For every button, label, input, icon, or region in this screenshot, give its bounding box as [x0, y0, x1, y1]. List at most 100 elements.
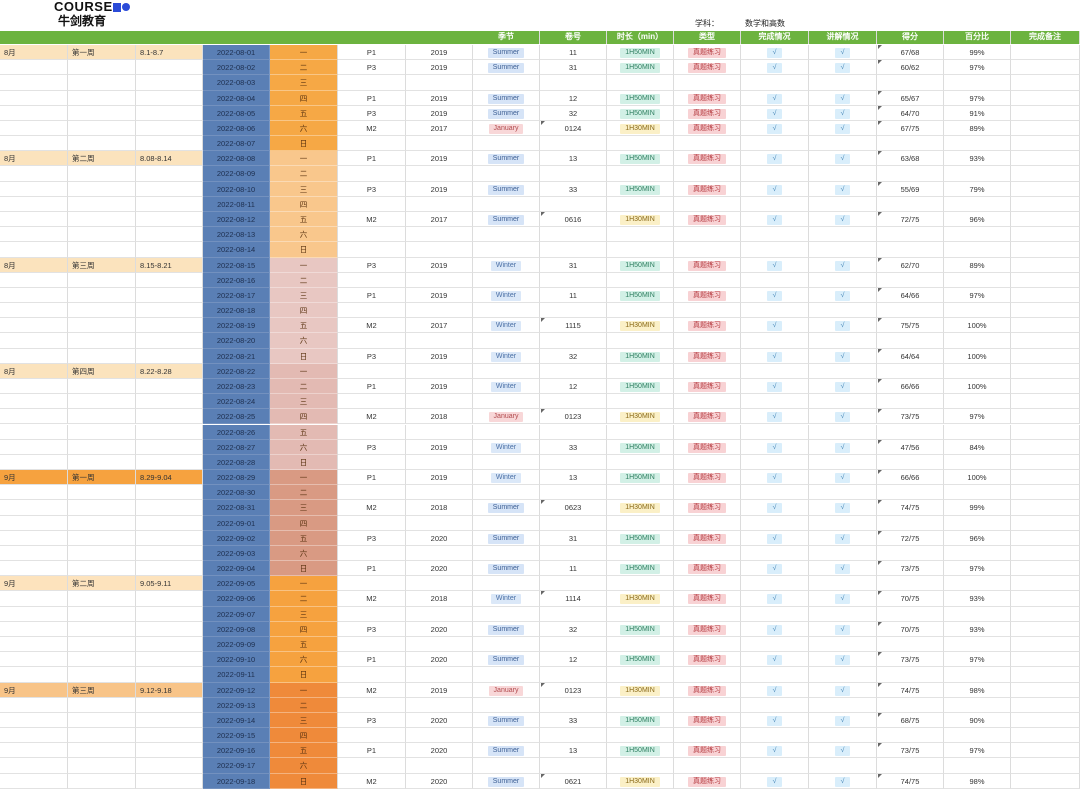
cell-paper[interactable]: P3: [338, 712, 406, 729]
cell-year[interactable]: [406, 697, 473, 713]
cell-expl[interactable]: [809, 667, 877, 683]
cell-pct[interactable]: 100%: [944, 348, 1011, 364]
cell-expl[interactable]: [809, 303, 877, 319]
cell-done[interactable]: [741, 333, 809, 349]
cell-score[interactable]: [877, 515, 944, 531]
cell-week[interactable]: [68, 712, 136, 729]
cell-date[interactable]: 2022-09-16: [203, 743, 270, 759]
cell-date[interactable]: 2022-08-14: [203, 242, 270, 258]
cell-month[interactable]: 8月: [0, 363, 68, 379]
cell-note[interactable]: [1011, 697, 1080, 713]
cell-range[interactable]: [136, 227, 203, 243]
cell-expl[interactable]: [809, 242, 877, 258]
cell-year[interactable]: 2017: [406, 211, 473, 228]
cell-range[interactable]: 9.12-9.18: [136, 682, 203, 698]
cell-season[interactable]: [473, 606, 540, 622]
cell-expl[interactable]: √: [809, 500, 877, 516]
cell-no[interactable]: [540, 333, 607, 349]
cell-dur[interactable]: [607, 75, 674, 91]
cell-pct[interactable]: [944, 136, 1011, 152]
cell-date[interactable]: 2022-08-19: [203, 318, 270, 334]
cell-range[interactable]: [136, 303, 203, 319]
cell-dur[interactable]: [607, 606, 674, 622]
cell-year[interactable]: 2020: [406, 652, 473, 668]
cell-month[interactable]: [0, 242, 68, 258]
cell-date[interactable]: 2022-09-10: [203, 652, 270, 668]
cell-year[interactable]: 2019: [406, 439, 473, 455]
cell-type[interactable]: 真题练习: [674, 105, 741, 121]
cell-paper[interactable]: [338, 667, 406, 683]
cell-month[interactable]: [0, 424, 68, 440]
cell-expl[interactable]: √: [809, 60, 877, 76]
cell-month[interactable]: [0, 166, 68, 182]
cell-date[interactable]: 2022-08-25: [203, 409, 270, 425]
cell-day[interactable]: 三: [270, 712, 338, 729]
cell-no[interactable]: 0123: [540, 409, 607, 425]
cell-year[interactable]: [406, 227, 473, 243]
cell-no[interactable]: 0124: [540, 120, 607, 137]
cell-type[interactable]: 真题练习: [674, 743, 741, 759]
cell-range[interactable]: [136, 75, 203, 91]
cell-season[interactable]: Winter: [473, 318, 540, 334]
cell-day[interactable]: 二: [270, 378, 338, 395]
cell-year[interactable]: [406, 394, 473, 410]
cell-expl[interactable]: √: [809, 470, 877, 486]
cell-type[interactable]: [674, 667, 741, 683]
cell-year[interactable]: [406, 606, 473, 622]
cell-year[interactable]: 2019: [406, 90, 473, 106]
cell-day[interactable]: 一: [270, 45, 338, 61]
cell-pct[interactable]: 100%: [944, 318, 1011, 334]
cell-type[interactable]: 真题练习: [674, 60, 741, 76]
cell-pct[interactable]: [944, 454, 1011, 471]
cell-season[interactable]: Winter: [473, 591, 540, 607]
cell-day[interactable]: 二: [270, 697, 338, 713]
cell-season[interactable]: Winter: [473, 348, 540, 364]
cell-pct[interactable]: [944, 75, 1011, 91]
cell-score[interactable]: 64/70: [877, 105, 944, 121]
cell-done[interactable]: [741, 637, 809, 653]
cell-month[interactable]: [0, 196, 68, 212]
cell-score[interactable]: 73/75: [877, 743, 944, 759]
cell-paper[interactable]: [338, 394, 406, 410]
cell-date[interactable]: 2022-08-09: [203, 166, 270, 182]
cell-month[interactable]: [0, 773, 68, 789]
cell-score[interactable]: 67/75: [877, 120, 944, 137]
cell-pct[interactable]: [944, 333, 1011, 349]
cell-done[interactable]: [741, 576, 809, 592]
cell-score[interactable]: [877, 485, 944, 501]
cell-day[interactable]: 三: [270, 75, 338, 91]
cell-dur[interactable]: [607, 196, 674, 212]
cell-year[interactable]: [406, 272, 473, 288]
cell-season[interactable]: [473, 166, 540, 182]
cell-dur[interactable]: 1H50MIN: [607, 530, 674, 546]
cell-dur[interactable]: 1H50MIN: [607, 257, 674, 273]
cell-no[interactable]: [540, 272, 607, 288]
cell-done[interactable]: [741, 728, 809, 744]
cell-type[interactable]: [674, 515, 741, 531]
cell-paper[interactable]: P3: [338, 105, 406, 121]
cell-season[interactable]: [473, 637, 540, 653]
cell-range[interactable]: [136, 333, 203, 349]
cell-no[interactable]: 32: [540, 105, 607, 121]
cell-date[interactable]: 2022-09-12: [203, 682, 270, 698]
header-cell-8[interactable]: 百分比: [944, 31, 1011, 44]
cell-range[interactable]: [136, 485, 203, 501]
cell-date[interactable]: 2022-08-24: [203, 394, 270, 410]
cell-pct[interactable]: [944, 394, 1011, 410]
cell-range[interactable]: [136, 60, 203, 76]
header-cell-3[interactable]: 时长（min）: [607, 31, 674, 44]
cell-paper[interactable]: [338, 515, 406, 531]
cell-done[interactable]: √: [741, 470, 809, 486]
cell-season[interactable]: [473, 576, 540, 592]
cell-done[interactable]: √: [741, 621, 809, 637]
cell-expl[interactable]: √: [809, 682, 877, 698]
cell-day[interactable]: 六: [270, 227, 338, 243]
cell-week[interactable]: [68, 394, 136, 410]
cell-note[interactable]: [1011, 743, 1080, 759]
cell-month[interactable]: 9月: [0, 682, 68, 698]
cell-type[interactable]: 真题练习: [674, 378, 741, 395]
cell-week[interactable]: [68, 120, 136, 137]
cell-season[interactable]: [473, 485, 540, 501]
cell-range[interactable]: [136, 667, 203, 683]
cell-type[interactable]: [674, 272, 741, 288]
